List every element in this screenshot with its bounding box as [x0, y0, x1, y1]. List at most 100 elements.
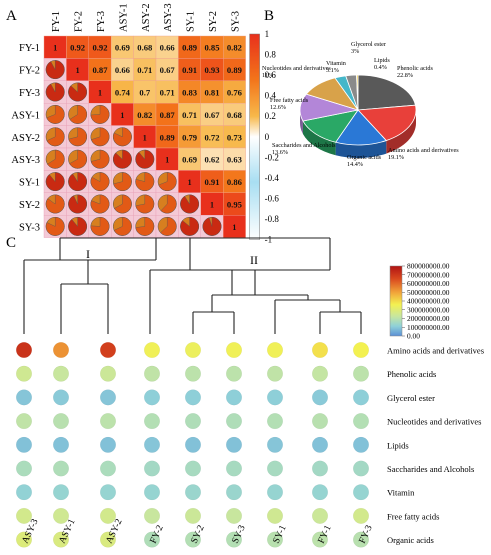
row-label: Organic acids — [387, 535, 434, 545]
bubble — [15, 413, 33, 430]
bubble — [225, 365, 243, 382]
bubble — [15, 365, 33, 382]
bubble — [225, 507, 243, 524]
value-colorbar-tick: 700000000.00 — [407, 270, 450, 279]
row-label: Nucleotides and derivatives — [387, 417, 481, 427]
bubble — [143, 460, 161, 477]
bubble — [143, 413, 161, 430]
pie-slice-pct: 3% — [351, 48, 359, 55]
corr-value: 0.91 — [204, 177, 219, 187]
corr-pie — [113, 172, 132, 191]
pie-slice-label: Phenolic acids — [397, 65, 434, 72]
corr-value: 1 — [165, 156, 169, 165]
pie-side — [302, 121, 336, 156]
value-colorbar-tick: 300000000.00 — [407, 305, 450, 314]
bubble — [311, 531, 329, 548]
bubble — [15, 531, 33, 548]
bubble — [352, 460, 370, 477]
corr-value: 0.69 — [115, 43, 130, 53]
cluster-label-ii: II — [250, 253, 258, 267]
bubble — [52, 365, 70, 382]
corr-pie — [47, 149, 65, 169]
corr-pie — [160, 216, 177, 236]
bubble — [52, 460, 70, 477]
corr-pie — [90, 194, 110, 214]
col-label: ASY-1 — [118, 3, 129, 32]
corr-pie — [135, 172, 155, 191]
bubble — [352, 531, 370, 548]
row-label: ASY-3 — [11, 155, 40, 166]
sample-label: FY-2 — [149, 524, 166, 546]
bubble — [225, 413, 243, 430]
bubble — [266, 436, 284, 453]
value-colorbar-tick: 800000000.00 — [407, 262, 450, 271]
col-label: SY-3 — [230, 11, 241, 32]
corr-pie — [113, 149, 132, 169]
col-label: SY-1 — [186, 11, 197, 32]
bubble — [225, 341, 243, 359]
bubble — [52, 484, 70, 501]
corr-pie — [158, 172, 177, 191]
bubble — [99, 460, 117, 477]
corr-pie — [45, 216, 65, 236]
bubble — [184, 389, 202, 406]
pie-slice-label: Amino acids and derivatives — [388, 147, 459, 154]
bubble — [311, 436, 329, 453]
corr-value: 0.71 — [160, 88, 175, 98]
corr-pie — [68, 216, 87, 236]
pie-slice-label: Saccharides and Alcohols — [272, 142, 336, 149]
sample-label: FY-1 — [317, 524, 334, 546]
bubble — [143, 484, 161, 501]
corr-value: 0.79 — [182, 132, 197, 142]
row-label: Phenolic acids — [387, 369, 436, 379]
corr-value: 0.69 — [182, 155, 197, 165]
bubble — [266, 341, 284, 359]
corr-colorbar-tick: -0.4 — [265, 173, 280, 183]
bubble — [143, 341, 161, 359]
corr-value: 0.63 — [227, 155, 242, 165]
value-colorbar-tick: 100000000.00 — [407, 323, 450, 332]
corr-pie — [46, 104, 65, 124]
row-label: SY-1 — [19, 178, 40, 189]
bubble — [184, 365, 202, 382]
bubble — [99, 484, 117, 501]
bubble — [225, 389, 243, 406]
bubble — [184, 436, 202, 453]
col-label: SY-2 — [208, 11, 219, 32]
row-label: SY-3 — [19, 222, 40, 233]
col-label: FY-1 — [51, 11, 62, 32]
row-label: Free fatty acids — [387, 511, 439, 521]
corr-value: 0.89 — [227, 65, 242, 75]
corr-pie — [135, 216, 155, 236]
bubble — [143, 389, 161, 406]
corr-value: 0.89 — [182, 43, 197, 53]
corr-value: 0.82 — [137, 110, 152, 120]
bubble — [15, 341, 33, 359]
pie-slice-label: Glycerol ester — [351, 41, 386, 48]
corr-value: 0.68 — [227, 110, 243, 120]
row-label: Saccharides and Alcohols — [387, 464, 474, 474]
bubble — [266, 460, 284, 477]
pie-slice-pct: 19.1% — [388, 154, 404, 161]
bubble — [266, 365, 284, 382]
corr-value: 0.89 — [160, 132, 175, 142]
corr-pie — [113, 127, 132, 147]
pie-slice — [357, 74, 416, 111]
corr-value: 0.62 — [204, 155, 219, 165]
value-colorbar — [389, 265, 403, 337]
bubble — [143, 507, 161, 524]
corr-value: 0.87 — [92, 65, 108, 75]
bubble — [266, 531, 284, 548]
bubble — [143, 365, 161, 382]
bubble — [225, 436, 243, 453]
bubble — [311, 460, 329, 477]
bubble — [352, 484, 370, 501]
bubble — [225, 531, 243, 548]
corr-pie — [160, 194, 177, 214]
bubble — [143, 436, 161, 453]
corr-value: 0.91 — [182, 65, 197, 75]
bubble — [99, 365, 117, 382]
row-label: Glycerol ester — [387, 393, 435, 403]
